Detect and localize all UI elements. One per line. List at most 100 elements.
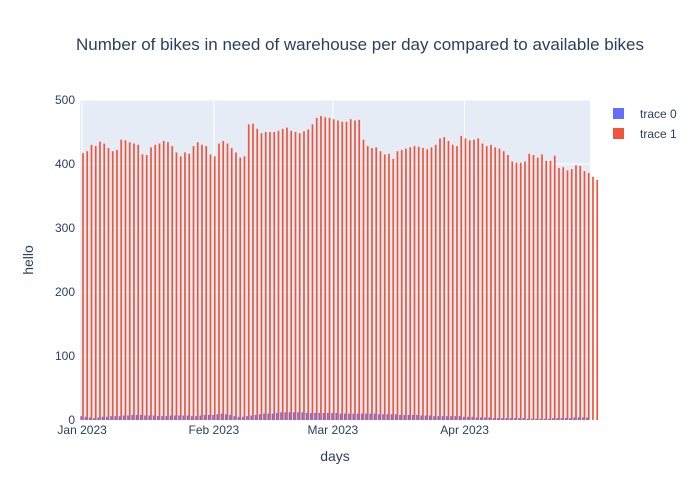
bar-trace-1[interactable]: [456, 146, 458, 420]
bar-trace-1[interactable]: [201, 144, 203, 421]
bar-trace-0[interactable]: [335, 412, 338, 420]
bar-trace-0[interactable]: [560, 418, 563, 420]
bar-trace-0[interactable]: [539, 418, 542, 420]
legend-item-trace-1[interactable]: trace 1: [613, 127, 677, 141]
bar-trace-0[interactable]: [441, 416, 444, 420]
bar-trace-0[interactable]: [118, 416, 121, 420]
bar-trace-0[interactable]: [88, 417, 91, 420]
bar-trace-0[interactable]: [169, 415, 172, 420]
bar-trace-0[interactable]: [471, 416, 474, 420]
bar-trace-0[interactable]: [390, 414, 393, 420]
bar-trace-0[interactable]: [275, 412, 278, 420]
bar-trace-0[interactable]: [343, 413, 346, 420]
bar-trace-0[interactable]: [292, 412, 295, 420]
bar-trace-1[interactable]: [175, 152, 178, 421]
bar-trace-1[interactable]: [281, 128, 284, 421]
bar-trace-1[interactable]: [179, 156, 182, 420]
bar-trace-1[interactable]: [592, 176, 594, 420]
bar-trace-0[interactable]: [258, 414, 261, 420]
bar-trace-1[interactable]: [94, 146, 97, 420]
bar-trace-0[interactable]: [101, 416, 104, 420]
bar-trace-0[interactable]: [488, 417, 491, 420]
bar-trace-0[interactable]: [127, 415, 129, 420]
bar-trace-1[interactable]: [256, 128, 259, 421]
bar-trace-1[interactable]: [481, 143, 484, 420]
bar-trace-1[interactable]: [464, 138, 467, 420]
bar-trace-0[interactable]: [178, 415, 180, 420]
bar-trace-1[interactable]: [332, 119, 335, 420]
bar-trace-0[interactable]: [518, 418, 520, 420]
bar-trace-0[interactable]: [509, 418, 512, 420]
bar-trace-1[interactable]: [562, 167, 565, 420]
bar-trace-0[interactable]: [475, 417, 478, 420]
bar-trace-1[interactable]: [439, 138, 441, 420]
bar-trace-0[interactable]: [416, 414, 418, 420]
bar-trace-1[interactable]: [315, 117, 318, 421]
bar-trace-1[interactable]: [290, 130, 293, 420]
bar-trace-1[interactable]: [162, 140, 165, 420]
bar-trace-1[interactable]: [82, 153, 84, 420]
bar-trace-0[interactable]: [377, 414, 380, 420]
bar-trace-0[interactable]: [462, 416, 465, 420]
bar-trace-0[interactable]: [131, 414, 134, 420]
bar-trace-0[interactable]: [152, 415, 155, 420]
bar-trace-1[interactable]: [396, 151, 399, 420]
bar-trace-1[interactable]: [226, 143, 229, 420]
bar-trace-1[interactable]: [549, 160, 552, 421]
bar-trace-1[interactable]: [422, 148, 424, 420]
bar-trace-0[interactable]: [577, 417, 580, 420]
bar-trace-1[interactable]: [507, 155, 509, 421]
bar-trace-1[interactable]: [354, 120, 356, 420]
bar-trace-0[interactable]: [513, 418, 516, 420]
bar-trace-0[interactable]: [369, 413, 372, 420]
bar-trace-0[interactable]: [305, 412, 308, 420]
bar-trace-0[interactable]: [80, 416, 83, 420]
bar-trace-0[interactable]: [246, 416, 248, 420]
bar-trace-0[interactable]: [450, 416, 452, 420]
bar-trace-1[interactable]: [239, 157, 242, 420]
bar-trace-0[interactable]: [173, 415, 176, 420]
bar-trace-0[interactable]: [522, 418, 525, 420]
bar-trace-1[interactable]: [192, 146, 195, 420]
bar-trace-1[interactable]: [337, 120, 339, 420]
bar-trace-0[interactable]: [97, 417, 100, 420]
bar-trace-0[interactable]: [458, 416, 461, 420]
bar-trace-0[interactable]: [424, 415, 427, 420]
bar-trace-1[interactable]: [553, 155, 556, 420]
bar-trace-0[interactable]: [220, 413, 223, 420]
bar-trace-1[interactable]: [409, 147, 412, 421]
bar-trace-1[interactable]: [383, 154, 386, 420]
bar-trace-0[interactable]: [496, 418, 499, 420]
bar-trace-0[interactable]: [207, 414, 210, 420]
bar-trace-1[interactable]: [443, 137, 446, 420]
bar-trace-1[interactable]: [460, 135, 463, 420]
bar-trace-0[interactable]: [144, 415, 146, 420]
bar-trace-1[interactable]: [451, 144, 454, 421]
bar-trace-1[interactable]: [570, 169, 573, 420]
bar-trace-0[interactable]: [394, 414, 397, 420]
bar-trace-1[interactable]: [405, 148, 407, 420]
bar-trace-1[interactable]: [575, 165, 577, 420]
bar-trace-1[interactable]: [150, 147, 152, 421]
bar-trace-0[interactable]: [403, 414, 406, 420]
bar-trace-1[interactable]: [515, 162, 518, 420]
bar-trace-1[interactable]: [502, 151, 505, 420]
bar-trace-0[interactable]: [530, 418, 533, 420]
bar-trace-1[interactable]: [511, 161, 514, 420]
bar-trace-0[interactable]: [263, 413, 265, 420]
bar-trace-0[interactable]: [114, 416, 117, 420]
bar-trace-1[interactable]: [392, 158, 395, 420]
bar-trace-0[interactable]: [190, 416, 193, 420]
bar-trace-1[interactable]: [341, 121, 344, 420]
bar-trace-1[interactable]: [485, 146, 488, 420]
bar-trace-0[interactable]: [233, 416, 236, 420]
bar-trace-0[interactable]: [250, 415, 253, 420]
bar-trace-0[interactable]: [407, 414, 410, 420]
bar-trace-0[interactable]: [445, 416, 448, 420]
bar-trace-1[interactable]: [298, 133, 301, 420]
bar-trace-1[interactable]: [158, 143, 161, 420]
bar-trace-1[interactable]: [90, 144, 93, 421]
bar-trace-0[interactable]: [535, 418, 537, 420]
bar-trace-1[interactable]: [154, 144, 157, 421]
bar-trace-0[interactable]: [93, 418, 95, 420]
